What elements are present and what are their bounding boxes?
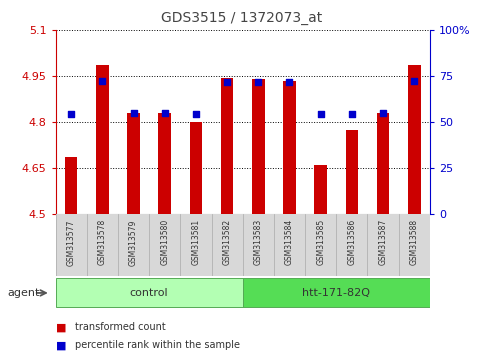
Point: [223, 79, 231, 85]
Point: [285, 79, 293, 85]
Text: GSM313577: GSM313577: [67, 219, 76, 266]
Point: [129, 110, 137, 116]
Bar: [65, 158, 77, 214]
Text: GSM313587: GSM313587: [379, 219, 387, 266]
Text: GSM313586: GSM313586: [347, 219, 356, 266]
Text: GSM313588: GSM313588: [410, 219, 419, 265]
Point: [99, 78, 106, 84]
Bar: [56, 279, 242, 307]
Bar: [158, 113, 171, 214]
Point: [255, 79, 262, 85]
Text: htt-171-82Q: htt-171-82Q: [302, 288, 370, 298]
Point: [317, 112, 325, 117]
Bar: [408, 65, 421, 214]
Text: ■: ■: [56, 340, 66, 350]
Text: GSM313579: GSM313579: [129, 219, 138, 266]
Bar: [283, 81, 296, 214]
Point: [348, 112, 356, 117]
Point: [161, 110, 169, 116]
Text: control: control: [130, 288, 169, 298]
Bar: [346, 130, 358, 214]
Bar: [377, 113, 389, 214]
Text: transformed count: transformed count: [75, 322, 166, 332]
Text: ■: ■: [56, 322, 66, 332]
Bar: [128, 113, 140, 214]
Text: GSM313585: GSM313585: [316, 219, 325, 266]
Point: [67, 112, 75, 117]
Text: GSM313580: GSM313580: [160, 219, 169, 266]
Text: GSM313583: GSM313583: [254, 219, 263, 266]
Text: GSM313582: GSM313582: [223, 219, 232, 265]
Point: [411, 78, 418, 84]
Point: [192, 112, 200, 117]
Text: percentile rank within the sample: percentile rank within the sample: [75, 340, 240, 350]
Bar: [190, 122, 202, 214]
Bar: [242, 279, 430, 307]
Point: [379, 110, 387, 116]
Text: GSM313581: GSM313581: [191, 219, 200, 265]
Bar: [314, 165, 327, 214]
Bar: [252, 79, 265, 214]
Text: agent: agent: [7, 288, 40, 298]
Text: GSM313584: GSM313584: [285, 219, 294, 266]
Bar: [221, 78, 233, 214]
Bar: [96, 65, 109, 214]
Text: GDS3515 / 1372073_at: GDS3515 / 1372073_at: [161, 11, 322, 25]
Text: GSM313578: GSM313578: [98, 219, 107, 266]
